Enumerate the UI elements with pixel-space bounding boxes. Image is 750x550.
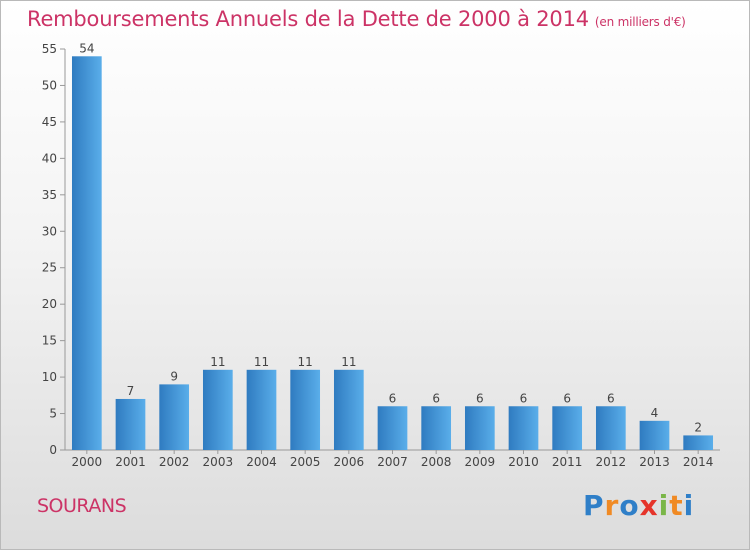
x-tick-label: 2014: [683, 455, 714, 469]
bar: [552, 406, 583, 450]
bar: [595, 406, 626, 450]
bar: [508, 406, 539, 450]
x-tick-label: 2011: [552, 455, 583, 469]
bar: [377, 406, 408, 450]
data-label: 11: [210, 355, 225, 369]
data-label: 6: [476, 391, 484, 405]
y-tick-label: 30: [42, 224, 57, 238]
y-tick-label: 25: [42, 261, 57, 275]
logo-letter: r: [604, 489, 620, 522]
y-tick-label: 55: [42, 42, 57, 56]
bar: [421, 406, 452, 450]
bar: [639, 420, 670, 450]
proxiti-logo: Proxiti: [583, 489, 694, 522]
data-label: 54: [79, 41, 94, 55]
data-label: 6: [389, 391, 397, 405]
x-tick-label: 2008: [421, 455, 452, 469]
x-tick-label: 2012: [596, 455, 627, 469]
logo-letter: i: [658, 489, 670, 522]
x-tick-label: 2004: [246, 455, 277, 469]
logo-letter: P: [583, 489, 605, 522]
logo-letter: t: [669, 489, 684, 522]
data-label: 6: [607, 391, 615, 405]
y-tick-label: 20: [42, 297, 57, 311]
bar: [683, 435, 714, 450]
data-label: 9: [170, 369, 178, 383]
chart-unit: (en milliers d'€): [594, 15, 686, 29]
x-tick-label: 2013: [639, 455, 670, 469]
town-name: SOURANS: [37, 495, 127, 517]
logo-letter: o: [619, 489, 640, 522]
x-tick-label: 2005: [290, 455, 321, 469]
data-label: 7: [127, 384, 135, 398]
y-tick-label: 10: [42, 370, 57, 384]
y-tick-label: 15: [42, 334, 57, 348]
bar: [202, 369, 233, 450]
data-label: 11: [298, 355, 313, 369]
y-tick-label: 45: [42, 115, 57, 129]
data-label: 6: [432, 391, 440, 405]
data-label: 6: [520, 391, 528, 405]
data-label: 6: [563, 391, 571, 405]
x-tick-label: 2010: [508, 455, 539, 469]
bar: [246, 369, 277, 450]
chart-title-text: Remboursements Annuels de la Dette de 20…: [27, 7, 589, 31]
bar: [71, 56, 102, 451]
logo-letter: i: [683, 489, 695, 522]
x-tick-label: 2002: [159, 455, 190, 469]
y-tick-label: 0: [49, 443, 57, 457]
data-label: 4: [651, 406, 659, 420]
y-tick-label: 35: [42, 188, 57, 202]
y-tick-label: 5: [49, 407, 57, 421]
bar: [159, 384, 190, 450]
x-tick-label: 2006: [334, 455, 365, 469]
x-tick-label: 2001: [115, 455, 146, 469]
bar: [115, 398, 146, 450]
x-tick-label: 2009: [465, 455, 496, 469]
y-tick-label: 50: [42, 78, 57, 92]
y-tick-label: 40: [42, 151, 57, 165]
data-label: 11: [254, 355, 269, 369]
data-label: 2: [694, 420, 702, 434]
bar: [464, 406, 495, 450]
bar: [290, 369, 321, 450]
x-tick-label: 2007: [377, 455, 408, 469]
chart-title: Remboursements Annuels de la Dette de 20…: [27, 7, 686, 31]
bar: [333, 369, 364, 450]
logo-letter: x: [639, 489, 659, 522]
data-label: 11: [341, 355, 356, 369]
x-tick-label: 2000: [72, 455, 103, 469]
x-tick-label: 2003: [203, 455, 234, 469]
